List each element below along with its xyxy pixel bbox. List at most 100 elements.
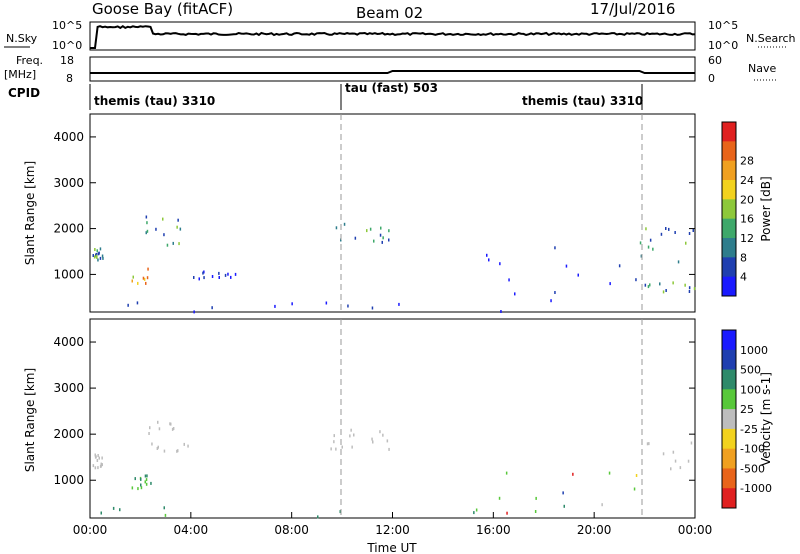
range-cell: [351, 445, 353, 449]
range-cell: [388, 447, 390, 451]
range-cell: [95, 254, 98, 258]
y-tick-label: 1000: [53, 473, 84, 487]
range-cell: [335, 226, 338, 230]
colorbar-swatch: [722, 218, 736, 239]
y-tick-label: 3000: [53, 381, 84, 395]
colorbar-swatch: [722, 141, 736, 162]
power-colorbar: 4 8 12 16 20 24 28 Power [dB]: [721, 121, 773, 297]
range-cell: [178, 242, 180, 246]
range-cell: [146, 276, 149, 280]
range-cell: [198, 277, 200, 281]
range-cell: [96, 249, 98, 253]
noise-left-label: N.Sky: [6, 32, 38, 45]
x-tick-label: 16:00: [476, 523, 511, 537]
range-cell: [164, 513, 167, 517]
noise-right-tick-top: 10^5: [708, 19, 738, 32]
colorbar-tick-label: 20: [740, 193, 754, 206]
range-cell: [652, 247, 654, 251]
range-cell: [534, 510, 537, 513]
range-cell: [101, 456, 103, 460]
range-cell: [339, 510, 341, 514]
range-cell: [151, 442, 153, 446]
noise-sky-trace: [90, 24, 696, 49]
range-cell: [142, 276, 145, 280]
range-cell: [131, 486, 134, 490]
range-cell: [371, 306, 374, 310]
range-cell: [193, 276, 195, 279]
freq-label-2: [MHz]: [4, 68, 36, 81]
range-cell: [554, 246, 556, 250]
noise-right-tick-bottom: 10^0: [708, 39, 738, 52]
range-cell: [291, 302, 293, 306]
range-cell: [144, 480, 146, 484]
range-cell: [227, 272, 229, 276]
range-cell: [145, 231, 147, 235]
range-cell: [688, 290, 691, 293]
range-cell: [371, 437, 373, 441]
range-cell: [183, 442, 185, 446]
freq-tick-top: 18: [60, 54, 74, 67]
range-cell: [674, 231, 676, 234]
range-cell: [98, 456, 100, 460]
range-cell: [382, 236, 384, 240]
colorbar-label: Velocity [m s-1]: [759, 372, 773, 466]
range-cell: [94, 466, 97, 470]
range-cell: [136, 301, 139, 305]
range-cell: [499, 262, 501, 266]
range-cell: [97, 258, 99, 262]
range-cell: [155, 227, 157, 231]
range-cell: [330, 447, 332, 451]
range-cell: [386, 439, 389, 443]
range-cell: [679, 466, 682, 470]
range-cell: [169, 422, 171, 426]
colorbar-swatch: [722, 428, 736, 450]
range-cell: [171, 427, 174, 431]
velocity-xlabel: Time UT: [366, 541, 417, 554]
range-cell: [317, 515, 319, 519]
range-cell: [608, 471, 611, 475]
range-cell: [99, 247, 102, 251]
range-cell: [672, 281, 674, 285]
colorbar-tick-label: 4: [740, 271, 747, 284]
range-cell: [203, 276, 205, 280]
range-cell: [662, 290, 665, 294]
range-cell: [94, 248, 96, 251]
range-cell: [635, 474, 638, 477]
colorbar-tick-label: 12: [740, 232, 754, 245]
range-cell: [172, 241, 174, 245]
range-cell: [381, 240, 383, 244]
colorbar-swatch: [722, 199, 736, 220]
y-tick-label: 2000: [53, 427, 84, 441]
range-cell: [325, 301, 328, 305]
range-cell: [224, 273, 227, 277]
y-tick-label: 1000: [53, 267, 84, 281]
range-cell: [97, 466, 99, 470]
range-cell: [144, 474, 147, 478]
colorbar-tick-label: -25: [740, 423, 758, 436]
range-cell: [176, 449, 178, 453]
noise-left-tick-bottom: 10^0: [52, 39, 82, 52]
range-cell: [488, 258, 490, 262]
range-cell: [97, 454, 99, 457]
range-cell: [388, 238, 390, 242]
range-cell: [102, 256, 104, 260]
cpid-segment-1: themis (tau) 3310: [94, 94, 215, 108]
range-cell: [646, 442, 649, 446]
range-cell: [554, 291, 556, 294]
range-cell: [193, 310, 195, 314]
range-cell: [140, 477, 142, 481]
range-cell: [145, 482, 148, 486]
range-cell: [690, 441, 693, 445]
range-cell: [692, 229, 694, 232]
range-cell: [147, 267, 149, 271]
colorbar-tick-label: -500: [740, 462, 765, 475]
colorbar-swatch: [722, 122, 736, 142]
range-cell: [145, 281, 147, 285]
cpid-label: CPID: [8, 86, 40, 100]
range-cell: [565, 264, 568, 268]
range-cell: [647, 245, 650, 249]
noise-panel: N.Sky 10^5 10^0 10^5 10^0 N.Search: [4, 19, 796, 52]
range-cell: [379, 233, 382, 237]
range-cell: [640, 254, 643, 258]
range-cell: [140, 486, 143, 490]
